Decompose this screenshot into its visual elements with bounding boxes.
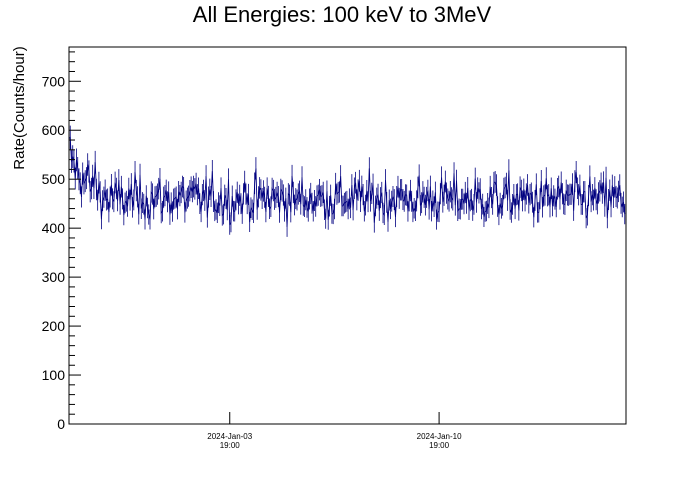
x-tick-label: 2024-Jan-03 [207,432,252,441]
chart-title: All Energies: 100 keV to 3MeV [193,2,492,27]
y-tick-label: 400 [42,220,66,236]
x-tick-label-time: 19:00 [220,441,241,450]
x-tick-label-time: 19:00 [429,441,450,450]
y-tick-label: 600 [42,122,66,138]
y-tick-label: 200 [42,318,66,334]
plot-frame [68,46,627,425]
y-tick-label: 700 [42,73,66,89]
y-tick-label: 300 [42,269,66,285]
x-tick-label: 2024-Jan-10 [417,432,462,441]
series-line [68,136,626,228]
series-group [68,125,626,237]
y-tick-label: 0 [57,416,65,432]
y-axis-label: Rate(Counts/hour) [11,46,28,169]
y-tick-label: 500 [42,171,66,187]
axes-group: 01002003004005006007002024-Jan-0319:0020… [42,51,462,450]
y-tick-label: 100 [42,367,66,383]
